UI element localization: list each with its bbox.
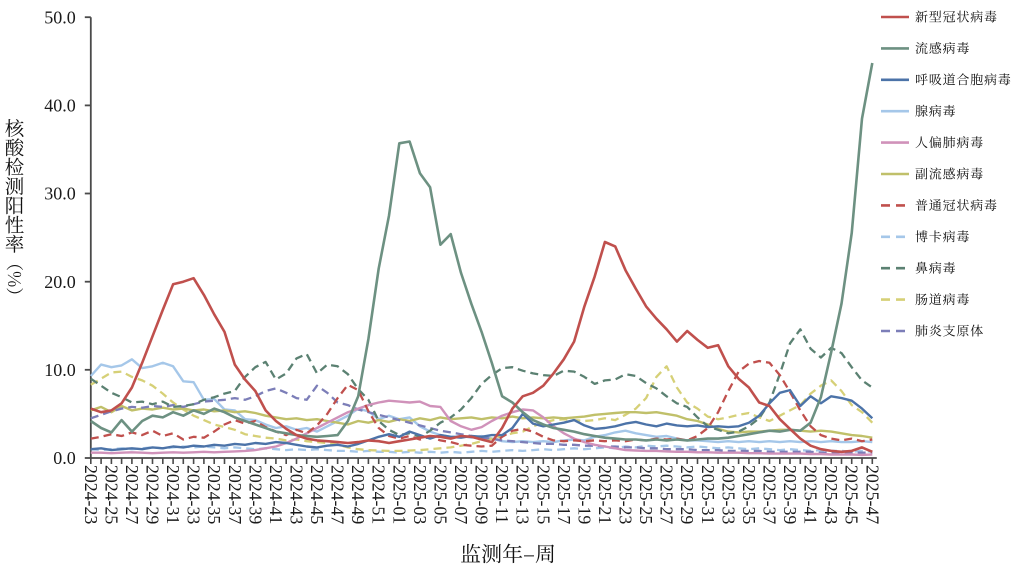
svg-text:2025-43: 2025-43 bbox=[821, 465, 841, 524]
svg-text:2024-51: 2024-51 bbox=[369, 465, 389, 524]
svg-text:2025-47: 2025-47 bbox=[862, 465, 882, 524]
svg-text:2024-23: 2024-23 bbox=[81, 465, 101, 524]
svg-text:50.0: 50.0 bbox=[44, 7, 76, 27]
svg-text:2024-41: 2024-41 bbox=[266, 465, 286, 524]
svg-text:2024-47: 2024-47 bbox=[328, 465, 348, 524]
svg-text:2025-01: 2025-01 bbox=[389, 465, 409, 524]
svg-text:2025-23: 2025-23 bbox=[616, 465, 636, 524]
svg-text:30.0: 30.0 bbox=[44, 184, 76, 204]
svg-text:2025-45: 2025-45 bbox=[842, 465, 862, 524]
svg-text:2025-03: 2025-03 bbox=[410, 465, 430, 524]
svg-text:20.0: 20.0 bbox=[44, 272, 76, 292]
svg-text:2025-07: 2025-07 bbox=[451, 465, 471, 524]
svg-text:2024-43: 2024-43 bbox=[287, 465, 307, 524]
svg-text:2024-27: 2024-27 bbox=[122, 465, 142, 524]
svg-text:2024-49: 2024-49 bbox=[348, 465, 368, 524]
svg-text:2025-15: 2025-15 bbox=[533, 465, 553, 524]
svg-text:2025-25: 2025-25 bbox=[636, 465, 656, 524]
svg-text:2024-33: 2024-33 bbox=[184, 465, 204, 524]
svg-text:2024-37: 2024-37 bbox=[225, 465, 245, 524]
svg-text:2025-39: 2025-39 bbox=[780, 465, 800, 524]
svg-text:2025-09: 2025-09 bbox=[472, 465, 492, 524]
svg-text:2024-45: 2024-45 bbox=[307, 465, 327, 524]
svg-text:2025-37: 2025-37 bbox=[760, 465, 780, 524]
svg-text:2025-19: 2025-19 bbox=[574, 465, 594, 524]
svg-text:2024-31: 2024-31 bbox=[163, 465, 183, 524]
svg-text:2025-27: 2025-27 bbox=[657, 465, 677, 524]
svg-text:2025-11: 2025-11 bbox=[492, 465, 512, 524]
svg-text:40.0: 40.0 bbox=[44, 96, 76, 116]
svg-text:2025-13: 2025-13 bbox=[513, 465, 533, 524]
svg-text:2024-29: 2024-29 bbox=[143, 465, 163, 524]
svg-text:2025-35: 2025-35 bbox=[739, 465, 759, 524]
svg-text:2024-39: 2024-39 bbox=[245, 465, 265, 524]
svg-text:2024-35: 2024-35 bbox=[204, 465, 224, 524]
svg-text:2024-25: 2024-25 bbox=[101, 465, 121, 524]
svg-text:2025-17: 2025-17 bbox=[554, 465, 574, 524]
svg-text:10.0: 10.0 bbox=[44, 360, 76, 380]
svg-text:2025-21: 2025-21 bbox=[595, 465, 615, 524]
svg-text:2025-29: 2025-29 bbox=[677, 465, 697, 524]
svg-text:2025-31: 2025-31 bbox=[698, 465, 718, 524]
svg-text:0.0: 0.0 bbox=[53, 448, 76, 468]
svg-text:2025-33: 2025-33 bbox=[718, 465, 738, 524]
svg-text:2025-05: 2025-05 bbox=[430, 465, 450, 524]
svg-text:2025-41: 2025-41 bbox=[801, 465, 821, 524]
